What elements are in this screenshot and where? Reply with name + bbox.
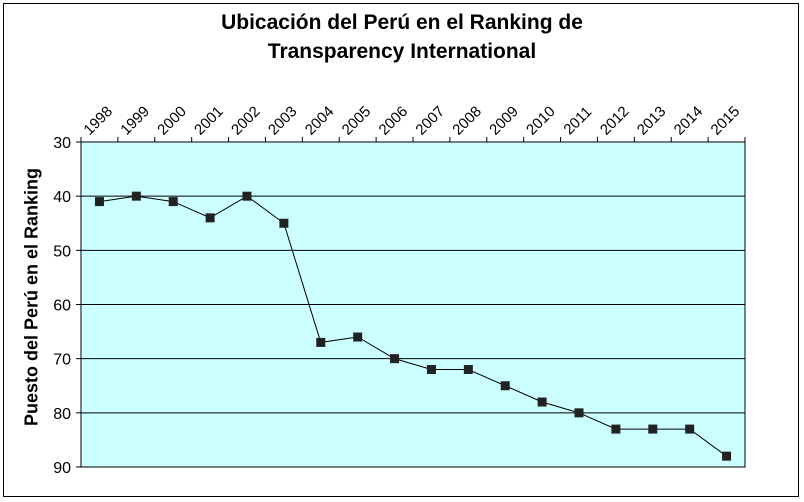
x-tick-label: 2011 bbox=[560, 103, 595, 138]
data-point-2011 bbox=[574, 408, 584, 418]
data-point-1998 bbox=[94, 197, 104, 207]
data-point-2003 bbox=[279, 218, 289, 228]
x-tick-label: 1999 bbox=[117, 103, 153, 139]
x-tick-label: 2013 bbox=[634, 103, 670, 139]
data-point-2004 bbox=[316, 337, 326, 347]
data-point-2015 bbox=[722, 451, 732, 461]
data-point-2005 bbox=[353, 332, 363, 342]
data-point-2012 bbox=[611, 424, 621, 434]
series-line bbox=[99, 195, 727, 457]
series-group bbox=[94, 191, 732, 461]
data-point-2002 bbox=[242, 191, 252, 201]
x-tick-label: 2015 bbox=[708, 103, 744, 139]
y-tick-label: 70 bbox=[53, 352, 71, 369]
x-tick-label: 2010 bbox=[523, 103, 559, 139]
y-tick-label: 30 bbox=[53, 135, 71, 152]
chart-title: Ubicación del Perú en el Ranking de Tran… bbox=[0, 8, 804, 66]
data-point-1999 bbox=[131, 191, 141, 201]
x-tick-label: 2001 bbox=[191, 103, 227, 139]
data-point-2001 bbox=[205, 213, 215, 223]
x-tick-label: 2005 bbox=[339, 103, 375, 139]
y-tick-labels: 30 40 50 60 70 80 90 bbox=[53, 135, 71, 477]
data-point-2006 bbox=[390, 354, 400, 364]
y-tick-label: 80 bbox=[53, 406, 71, 423]
y-tick-label: 60 bbox=[53, 298, 71, 315]
y-tick-label: 40 bbox=[53, 189, 71, 206]
x-tick-label: 1998 bbox=[80, 103, 116, 139]
data-point-2007 bbox=[426, 365, 436, 374]
data-point-2009 bbox=[500, 381, 510, 391]
data-point-2010 bbox=[537, 397, 547, 407]
x-tick-label: 2009 bbox=[486, 103, 522, 139]
x-tick-label: 2007 bbox=[412, 103, 448, 139]
data-point-2000 bbox=[168, 197, 178, 207]
x-tick-label: 2003 bbox=[265, 103, 301, 139]
x-tick-label: 2008 bbox=[449, 103, 485, 139]
x-tick-label: 2004 bbox=[302, 103, 338, 139]
data-point-2013 bbox=[648, 424, 658, 434]
x-tick-label: 2002 bbox=[228, 103, 264, 139]
x-tick-labels: 1998 1999 2000 2001 2002 2003 2004 2005 2006 2007… bbox=[80, 103, 746, 142]
x-tick-label: 2012 bbox=[597, 103, 633, 139]
data-point-2008 bbox=[463, 365, 473, 374]
x-tick-label: 2006 bbox=[376, 103, 412, 139]
chart-title-line-2: Transparency International bbox=[267, 40, 537, 63]
x-tick-label: 2000 bbox=[154, 103, 190, 139]
x-tick-label: 2014 bbox=[671, 103, 707, 139]
data-point-2014 bbox=[685, 424, 695, 434]
y-tick-label: 50 bbox=[53, 243, 71, 260]
y-tick-label: 90 bbox=[53, 460, 71, 477]
chart-title-line-1: Ubicación del Perú en el Ranking de bbox=[221, 11, 583, 34]
